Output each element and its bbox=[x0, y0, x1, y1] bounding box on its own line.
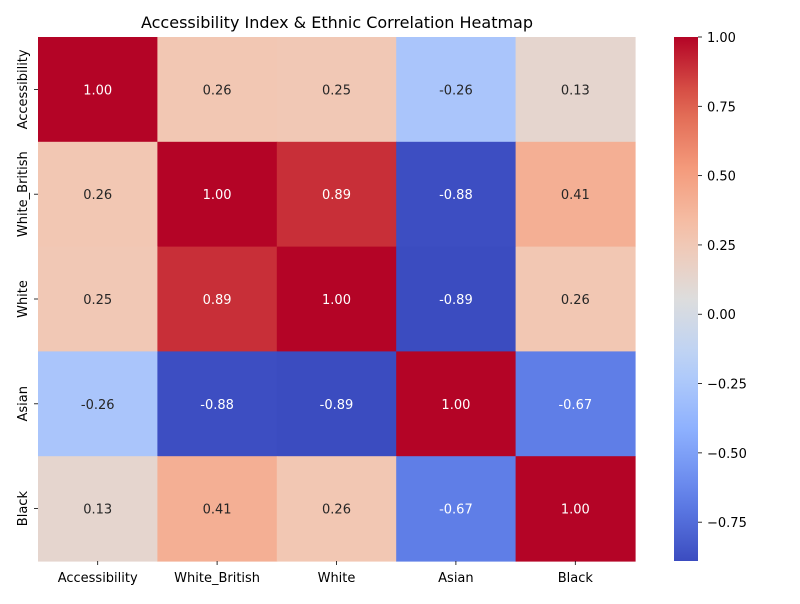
heatmap-cell-White-Asian bbox=[396, 246, 517, 352]
heatmap-cell-Asian-White_British bbox=[157, 351, 278, 457]
colorbar-tick-label: −0.25 bbox=[707, 378, 747, 393]
heatmap-cell-Black-Black bbox=[515, 456, 636, 562]
colorbar-tick-label: −0.75 bbox=[707, 516, 747, 531]
x-axis: Accessibility White_British White Asian Blac… bbox=[58, 561, 594, 586]
cell-value-label: -0.67 bbox=[439, 503, 473, 518]
heatmap-cell-White-Black bbox=[515, 246, 636, 352]
cell-value-label: 0.26 bbox=[561, 293, 590, 308]
y-axis: Accessibility White_British White Asian Blac… bbox=[16, 49, 38, 526]
heatmap-cell-Accessibility-White bbox=[276, 37, 397, 143]
cell-value-label: 1.00 bbox=[203, 188, 232, 203]
colorbar: 1.00 0.75 0.50 0.25 0.00 −0.25 −0.50 −0.75 bbox=[674, 31, 747, 561]
colorbar-tick-label: 0.50 bbox=[707, 170, 736, 185]
heatmap-cell-Accessibility-Black bbox=[515, 37, 636, 143]
colorbar-tick-label: 0.00 bbox=[707, 308, 736, 323]
cell-value-label: 0.25 bbox=[322, 83, 351, 98]
x-tick-label: Black bbox=[558, 571, 594, 586]
cell-value-label: 0.25 bbox=[83, 293, 112, 308]
y-tick-label: Black bbox=[16, 491, 31, 527]
x-tick-label: Accessibility bbox=[58, 571, 138, 586]
heatmap-cells bbox=[38, 37, 636, 562]
cell-value-label: 0.89 bbox=[203, 293, 232, 308]
colorbar-tick-label: 0.75 bbox=[707, 100, 736, 115]
heatmap-cell-White_British-Accessibility bbox=[38, 141, 158, 248]
cell-value-label: 1.00 bbox=[322, 293, 351, 308]
chart-title: Accessibility Index & Ethnic Correlation… bbox=[141, 13, 533, 32]
cell-value-label: 0.26 bbox=[83, 188, 112, 203]
heatmap-cell-Black-White_British bbox=[157, 456, 278, 562]
x-tick-label: White bbox=[318, 571, 356, 586]
cell-value-label: 0.26 bbox=[322, 503, 351, 518]
y-tick-label: Accessibility bbox=[16, 49, 31, 129]
cell-value-label: 0.41 bbox=[203, 503, 232, 518]
heatmap-cell-Black-White bbox=[276, 456, 397, 562]
cell-value-label: 1.00 bbox=[83, 83, 112, 98]
y-tick-label: White_British bbox=[16, 151, 31, 237]
cell-value-label: -0.88 bbox=[200, 398, 234, 413]
heatmap-cell-Asian-Accessibility bbox=[38, 351, 158, 457]
cell-value-label: 0.13 bbox=[561, 83, 590, 98]
cell-value-label: 1.00 bbox=[561, 503, 590, 518]
cell-value-label: 0.13 bbox=[83, 503, 112, 518]
cell-value-label: -0.26 bbox=[81, 398, 115, 413]
heatmap-cell-White_British-Asian bbox=[396, 141, 517, 248]
heatmap-cell-Black-Asian bbox=[396, 456, 517, 562]
colorbar-gradient bbox=[674, 37, 698, 561]
heatmap-cell-Asian-Asian bbox=[396, 351, 517, 457]
heatmap-cell-White_British-White bbox=[276, 141, 397, 248]
cell-value-label: -0.26 bbox=[439, 83, 473, 98]
x-tick-label: Asian bbox=[438, 571, 473, 586]
heatmap-cell-White-White bbox=[276, 246, 397, 352]
colorbar-tick-label: −0.50 bbox=[707, 447, 747, 462]
colorbar-tick-label: 1.00 bbox=[707, 31, 736, 46]
heatmap-cell-Accessibility-Asian bbox=[396, 37, 517, 143]
heatmap-cell-Black-Accessibility bbox=[38, 456, 158, 562]
cell-value-label: 0.26 bbox=[203, 83, 232, 98]
heatmap-cell-White-White_British bbox=[157, 246, 278, 352]
cell-value-label: 0.89 bbox=[322, 188, 351, 203]
heatmap-cell-labels: 1.00 0.26 0.25 -0.26 0.13 0.26 1.00 0.89 -0.88 0.… bbox=[81, 83, 592, 517]
y-tick-label: Asian bbox=[16, 386, 31, 421]
heatmap-cell-Accessibility-Accessibility bbox=[38, 37, 158, 143]
cell-value-label: -0.89 bbox=[439, 293, 473, 308]
heatmap-cell-White_British-White_British bbox=[157, 141, 278, 248]
heatmap-cell-White-Accessibility bbox=[38, 246, 158, 352]
y-tick-label: White bbox=[16, 280, 31, 318]
cell-value-label: -0.89 bbox=[320, 398, 354, 413]
heatmap-cell-Asian-Black bbox=[515, 351, 636, 457]
heatmap-cell-Asian-White bbox=[276, 351, 397, 457]
colorbar-tick-label: 0.25 bbox=[707, 239, 736, 254]
heatmap-cell-White_British-Black bbox=[515, 141, 636, 248]
x-tick-label: White_British bbox=[174, 571, 260, 586]
cell-value-label: -0.88 bbox=[439, 188, 473, 203]
cell-value-label: -0.67 bbox=[558, 398, 592, 413]
cell-value-label: 0.41 bbox=[561, 188, 590, 203]
cell-value-label: 1.00 bbox=[441, 398, 470, 413]
heatmap-cell-Accessibility-White_British bbox=[157, 37, 278, 143]
